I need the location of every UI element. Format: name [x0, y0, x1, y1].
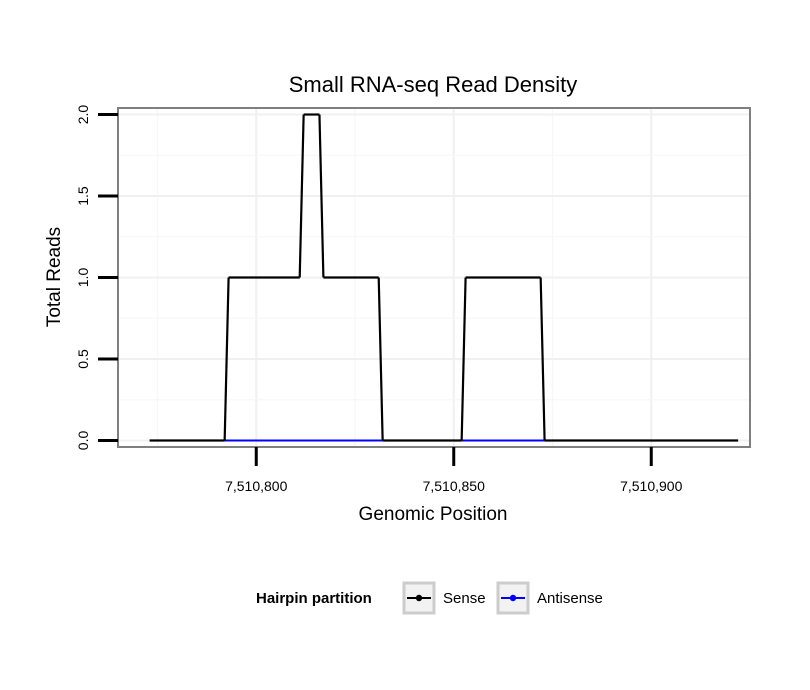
x-axis-title: Genomic Position — [359, 504, 508, 525]
legend-label-sense: Sense — [443, 590, 486, 607]
y-axis-ticks: 0.0 0.5 1.0 1.5 2.0 — [75, 105, 118, 451]
series-line-sense — [223, 277, 230, 441]
legend-label-antisense: Antisense — [537, 590, 603, 607]
x-tick-label: 7,510,850 — [423, 478, 485, 494]
series-line-sense — [298, 114, 305, 278]
y-tick-label: 0.0 — [75, 431, 91, 451]
legend: Hairpin partition Sense Antisense — [256, 581, 603, 615]
x-axis-ticks: 7,510,800 7,510,850 7,510,900 — [225, 447, 683, 494]
series-line-sense — [539, 277, 546, 441]
series-line-sense — [460, 277, 467, 441]
grid — [118, 108, 751, 447]
y-tick-label: 0.5 — [75, 349, 91, 369]
legend-key-antisense-point — [509, 594, 517, 602]
y-tick-label: 1.5 — [75, 186, 91, 206]
x-tick-label: 7,510,800 — [225, 478, 287, 494]
series-line-sense — [318, 114, 325, 278]
chart-title: Small RNA-seq Read Density — [289, 72, 578, 97]
y-tick-label: 1.0 — [75, 268, 91, 288]
series-lines — [149, 113, 739, 442]
x-tick-label: 7,510,900 — [620, 478, 682, 494]
legend-title: Hairpin partition — [256, 590, 372, 607]
series-line-sense — [377, 277, 384, 441]
y-tick-label: 2.0 — [75, 105, 91, 125]
legend-key-sense-point — [415, 594, 423, 602]
y-axis-title: Total Reads — [44, 227, 65, 327]
